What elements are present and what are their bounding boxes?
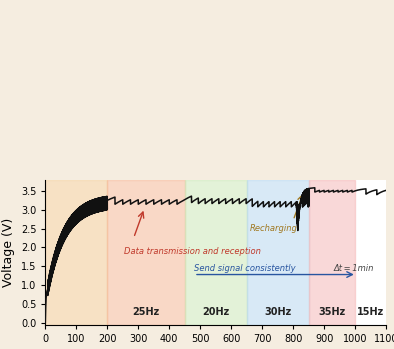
Bar [309, 180, 355, 325]
Y-axis label: Voltage (V): Voltage (V) [2, 217, 15, 287]
Bar [185, 180, 247, 325]
Text: Data transmission and reception: Data transmission and reception [125, 247, 261, 256]
Text: Δt = 1min: Δt = 1min [333, 263, 374, 273]
Text: 35Hz: 35Hz [318, 307, 346, 317]
Text: 25Hz: 25Hz [132, 307, 160, 317]
Bar [45, 180, 107, 325]
Text: 15Hz: 15Hz [357, 307, 384, 317]
Bar [355, 180, 386, 325]
Text: Send signal consistently: Send signal consistently [194, 263, 296, 273]
Bar [107, 180, 185, 325]
Bar [247, 180, 309, 325]
Text: 20Hz: 20Hz [202, 307, 229, 317]
Text: Recharging: Recharging [250, 224, 298, 233]
Text: 30Hz: 30Hz [264, 307, 291, 317]
